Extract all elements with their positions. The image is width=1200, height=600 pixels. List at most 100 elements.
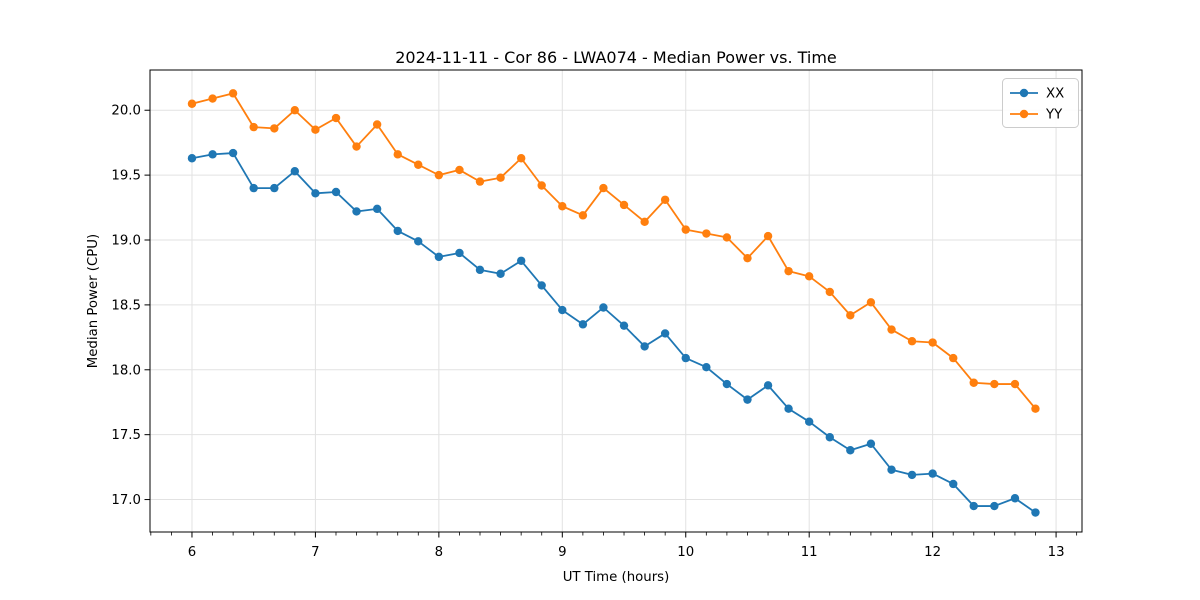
data-point-yy — [928, 338, 937, 347]
data-point-xx — [928, 469, 937, 478]
data-point-yy — [228, 89, 238, 98]
data-point-xx — [990, 501, 999, 511]
x-tick-label: 9 — [558, 545, 566, 560]
y-tick-label: 20.0 — [111, 104, 141, 119]
data-point-yy — [352, 142, 361, 151]
y-tick-label: 18.5 — [111, 298, 141, 313]
y-tick-label: 18.0 — [111, 363, 141, 378]
data-point-xx — [969, 501, 978, 511]
data-point-xx — [804, 417, 814, 426]
data-point-yy — [455, 165, 464, 175]
data-point-yy — [208, 94, 217, 103]
data-point-yy — [1031, 404, 1040, 413]
legend-item-xx: XX — [1010, 87, 1064, 102]
data-point-yy — [290, 106, 299, 115]
data-point-xx — [496, 269, 505, 278]
data-point-xx — [187, 154, 197, 163]
x-tick-label: 7 — [311, 545, 319, 560]
data-point-yy — [517, 154, 526, 163]
legend-marker-xx-icon — [1019, 88, 1029, 98]
legend-item-yy: YY — [1010, 108, 1063, 123]
data-point-xx — [743, 395, 752, 404]
x-tick-label: 10 — [677, 545, 694, 560]
data-point-xx — [1010, 494, 1020, 503]
data-point-yy — [1010, 379, 1020, 389]
data-point-xx — [866, 439, 876, 448]
data-point-yy — [434, 170, 444, 180]
data-point-yy — [969, 378, 978, 387]
data-point-xx — [372, 204, 382, 214]
data-point-yy — [846, 311, 855, 320]
data-point-yy — [414, 160, 423, 169]
legend-label-xx: XX — [1046, 87, 1064, 102]
data-point-xx — [907, 470, 917, 480]
data-point-xx — [537, 281, 546, 290]
data-point-xx — [290, 167, 299, 176]
data-point-xx — [825, 433, 834, 442]
data-point-yy — [311, 125, 320, 134]
legend-marker-yy-icon — [1019, 109, 1029, 119]
data-point-xx — [331, 187, 341, 197]
data-point-xx — [475, 265, 485, 275]
data-point-yy — [825, 287, 834, 297]
y-axis-label: Median Power (CPU) — [86, 234, 101, 368]
data-point-xx — [270, 183, 279, 193]
data-point-yy — [537, 181, 546, 190]
data-point-yy — [660, 195, 670, 204]
data-point-yy — [578, 211, 588, 220]
data-point-xx — [619, 321, 629, 330]
data-point-yy — [372, 120, 382, 129]
data-point-xx — [763, 381, 773, 390]
x-tick-label: 11 — [801, 545, 818, 560]
data-point-xx — [228, 148, 238, 158]
data-point-yy — [866, 298, 876, 307]
data-point-xx — [455, 248, 464, 258]
data-point-xx — [311, 189, 320, 198]
legend: XX YY — [1002, 78, 1079, 128]
data-point-yy — [640, 217, 649, 227]
data-point-yy — [804, 272, 814, 281]
data-point-xx — [578, 320, 588, 329]
data-point-yy — [496, 173, 505, 182]
data-point-xx — [393, 226, 402, 236]
series-line-yy — [191, 92, 1037, 410]
data-point-xx — [517, 256, 526, 265]
y-tick-label: 19.5 — [111, 169, 141, 184]
data-point-yy — [763, 231, 773, 241]
data-point-yy — [187, 99, 197, 108]
data-point-xx — [352, 207, 361, 216]
data-point-yy — [907, 337, 917, 346]
data-point-xx — [558, 305, 567, 315]
axes-layer: 6 7 8 9 10 11 12 13 17.0 17.5 18.0 18.5 19.0 19.5 20.0 — [111, 69, 1083, 560]
data-point-yy — [475, 177, 485, 186]
data-point-yy — [990, 379, 999, 389]
data-point-xx — [784, 404, 793, 413]
data-point-xx — [681, 353, 690, 363]
grid-layer — [150, 70, 1082, 532]
data-point-xx — [434, 252, 444, 262]
data-point-xx — [208, 150, 217, 159]
legend-box — [1002, 78, 1079, 128]
legend-label-yy: YY — [1045, 108, 1063, 123]
data-point-yy — [599, 183, 608, 193]
x-axis-label: UT Time (hours) — [563, 570, 670, 585]
data-point-xx — [1031, 508, 1040, 517]
data-point-yy — [702, 229, 711, 238]
data-point-xx — [722, 379, 732, 389]
data-point-yy — [722, 233, 732, 242]
data-point-yy — [743, 253, 752, 263]
x-tick-label: 8 — [435, 545, 443, 560]
data-point-yy — [270, 124, 279, 133]
data-point-xx — [887, 465, 896, 474]
data-point-xx — [949, 479, 958, 489]
data-point-yy — [558, 202, 567, 211]
data-point-yy — [619, 200, 629, 210]
data-point-yy — [331, 113, 341, 123]
data-point-yy — [249, 122, 258, 132]
data-point-xx — [414, 237, 423, 246]
data-point-xx — [599, 303, 608, 312]
series-line-xx — [191, 152, 1037, 514]
chart-title: 2024-11-11 - Cor 86 - LWA074 - Median Po… — [395, 48, 837, 67]
x-tick-label: 12 — [924, 545, 941, 560]
